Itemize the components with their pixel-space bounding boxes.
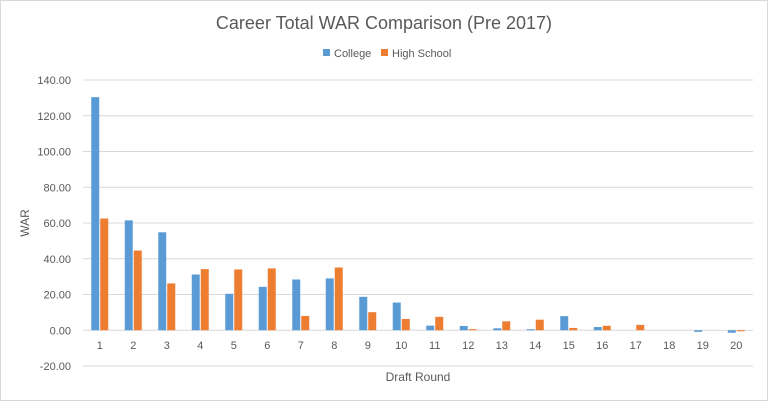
bar-college-round-11 bbox=[426, 325, 435, 331]
x-tick-label: 20 bbox=[730, 340, 742, 352]
x-tick-label: 12 bbox=[462, 340, 474, 352]
bar-high-school-round-15 bbox=[569, 327, 578, 331]
bar-high-school-round-3 bbox=[167, 283, 176, 331]
y-tick-label: 80.00 bbox=[43, 182, 71, 194]
bar-college-round-5 bbox=[225, 293, 234, 331]
x-tick-label: 14 bbox=[529, 340, 541, 352]
x-tick-label: 13 bbox=[496, 340, 508, 352]
bar-high-school-round-5 bbox=[234, 269, 243, 331]
y-tick-label: 60.00 bbox=[43, 218, 71, 230]
bar-college-round-3 bbox=[158, 232, 167, 331]
legend-label-college: College bbox=[334, 48, 371, 60]
y-tick-label: 40.00 bbox=[43, 254, 71, 266]
bar-high-school-round-13 bbox=[502, 321, 511, 331]
bar-college-round-13 bbox=[493, 328, 502, 331]
bar-high-school-round-8 bbox=[334, 267, 343, 331]
legend: College High School bbox=[323, 48, 451, 60]
bar-college-round-16 bbox=[593, 327, 602, 331]
bar-college-round-4 bbox=[191, 274, 200, 331]
y-tick-label: 120.00 bbox=[37, 111, 71, 123]
x-axis-label: Draft Round bbox=[386, 370, 451, 384]
bar-college-round-20 bbox=[727, 330, 736, 333]
x-tick-label: 16 bbox=[596, 340, 608, 352]
bar-high-school-round-9 bbox=[368, 312, 377, 331]
x-tick-label: 18 bbox=[663, 340, 675, 352]
bar-college-round-9 bbox=[359, 296, 368, 331]
x-tick-label: 6 bbox=[264, 340, 270, 352]
y-tick-label: 140.00 bbox=[37, 75, 71, 87]
bar-high-school-round-2 bbox=[133, 250, 142, 331]
y-tick-label: -20.00 bbox=[40, 361, 71, 373]
x-tick-label: 4 bbox=[197, 340, 203, 352]
bar-college-round-19 bbox=[694, 330, 703, 332]
gridlines bbox=[83, 79, 753, 367]
y-axis-label: WAR bbox=[18, 209, 32, 237]
x-tick-label: 8 bbox=[331, 340, 337, 352]
y-axis-ticks: -20.00 0.00 20.00 40.00 60.00 80.00 100.00 120.… bbox=[37, 75, 71, 373]
legend-swatch-college bbox=[323, 49, 330, 56]
bar-high-school-round-20 bbox=[736, 330, 745, 332]
legend-label-high-school: High School bbox=[392, 48, 451, 60]
bar-college-round-7 bbox=[292, 279, 301, 331]
x-tick-label: 19 bbox=[697, 340, 709, 352]
bar-college-round-1 bbox=[91, 97, 100, 331]
bar-high-school-round-14 bbox=[535, 319, 544, 331]
x-tick-label: 1 bbox=[97, 340, 103, 352]
bar-high-school-round-17 bbox=[636, 324, 645, 331]
bar-high-school-round-11 bbox=[435, 316, 444, 331]
bar-high-school-round-7 bbox=[301, 315, 310, 331]
bar-high-school-round-10 bbox=[401, 318, 410, 331]
bar-college-round-2 bbox=[124, 220, 133, 331]
bar-high-school-round-4 bbox=[200, 269, 209, 331]
bar-high-school-round-12 bbox=[468, 329, 477, 331]
bar-high-school-round-1 bbox=[100, 218, 109, 331]
bar-college-round-15 bbox=[560, 316, 569, 331]
x-tick-label: 5 bbox=[231, 340, 237, 352]
x-axis-ticks: 1 2 3 4 5 6 7 8 9 10 11 12 13 14 15 16 17 18 19 20 bbox=[97, 340, 743, 352]
bar-college-round-12 bbox=[459, 325, 468, 331]
x-tick-label: 3 bbox=[164, 340, 170, 352]
bar-college-round-10 bbox=[392, 302, 401, 331]
bar-college-round-8 bbox=[325, 278, 334, 331]
bar-college-round-14 bbox=[526, 329, 535, 331]
x-tick-label: 2 bbox=[130, 340, 136, 352]
bars bbox=[91, 97, 745, 333]
x-tick-label: 17 bbox=[630, 340, 642, 352]
x-tick-label: 10 bbox=[395, 340, 407, 352]
bar-high-school-round-16 bbox=[602, 325, 611, 331]
y-tick-label: 20.00 bbox=[43, 290, 71, 302]
x-tick-label: 11 bbox=[429, 340, 440, 352]
y-tick-label: 100.00 bbox=[37, 147, 71, 159]
x-tick-label: 15 bbox=[563, 340, 575, 352]
bar-high-school-round-6 bbox=[267, 268, 276, 331]
y-tick-label: 0.00 bbox=[50, 325, 71, 337]
x-tick-label: 7 bbox=[298, 340, 304, 352]
chart-title: Career Total WAR Comparison (Pre 2017) bbox=[216, 13, 552, 33]
legend-swatch-high-school bbox=[381, 49, 388, 56]
x-tick-label: 9 bbox=[365, 340, 371, 352]
bar-college-round-6 bbox=[258, 286, 267, 331]
